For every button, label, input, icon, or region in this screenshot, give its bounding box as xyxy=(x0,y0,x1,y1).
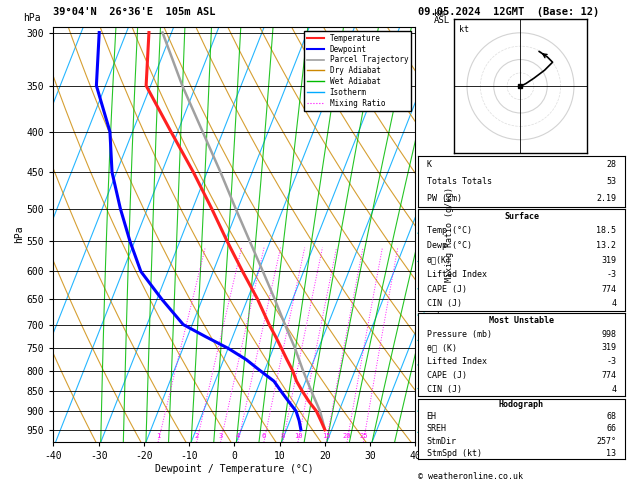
Text: 2.19: 2.19 xyxy=(596,193,616,203)
Text: CIN (J): CIN (J) xyxy=(426,299,462,308)
Text: 3: 3 xyxy=(218,433,223,439)
Text: 774: 774 xyxy=(601,371,616,380)
Text: 4: 4 xyxy=(611,385,616,394)
Text: Mixing Ratio (g/kg): Mixing Ratio (g/kg) xyxy=(445,187,454,282)
Text: Most Unstable: Most Unstable xyxy=(489,316,554,325)
Text: 25: 25 xyxy=(359,433,368,439)
Text: 39°04'N  26°36'E  105m ASL: 39°04'N 26°36'E 105m ASL xyxy=(53,7,216,17)
Text: -3: -3 xyxy=(606,270,616,279)
Text: Lifted Index: Lifted Index xyxy=(426,357,487,366)
Text: 998: 998 xyxy=(601,330,616,339)
Text: kt: kt xyxy=(459,25,469,34)
Text: K: K xyxy=(426,159,431,169)
Text: 1: 1 xyxy=(436,428,441,437)
Text: 09.05.2024  12GMT  (Base: 12): 09.05.2024 12GMT (Base: 12) xyxy=(418,7,599,17)
Text: 6: 6 xyxy=(262,433,266,439)
Text: 319: 319 xyxy=(601,256,616,264)
Text: CIN (J): CIN (J) xyxy=(426,385,462,394)
Text: 5: 5 xyxy=(436,311,441,320)
Y-axis label: hPa: hPa xyxy=(14,226,24,243)
Text: Lifted Index: Lifted Index xyxy=(426,270,487,279)
Text: EH: EH xyxy=(426,412,437,421)
Text: km: km xyxy=(434,9,445,18)
Text: 10: 10 xyxy=(294,433,302,439)
Text: 20: 20 xyxy=(343,433,351,439)
Text: 7: 7 xyxy=(436,257,441,266)
Text: 257°: 257° xyxy=(596,436,616,446)
Text: Totals Totals: Totals Totals xyxy=(426,176,491,186)
Text: StmDir: StmDir xyxy=(426,436,457,446)
Text: 1: 1 xyxy=(156,433,160,439)
Text: Surface: Surface xyxy=(504,212,539,221)
Text: 2: 2 xyxy=(194,433,199,439)
Text: Hodograph: Hodograph xyxy=(499,400,544,409)
Text: 13: 13 xyxy=(606,449,616,458)
Text: 319: 319 xyxy=(601,344,616,352)
Text: CAPE (J): CAPE (J) xyxy=(426,371,467,380)
Text: 13.2: 13.2 xyxy=(596,241,616,250)
Text: 28: 28 xyxy=(606,159,616,169)
Text: CAPE (J): CAPE (J) xyxy=(426,285,467,294)
Text: SREH: SREH xyxy=(426,424,447,434)
Text: θᴇ(K): θᴇ(K) xyxy=(426,256,452,264)
Text: 3: 3 xyxy=(436,361,441,369)
Text: © weatheronline.co.uk: © weatheronline.co.uk xyxy=(418,472,523,481)
Text: hPa: hPa xyxy=(23,13,41,23)
Text: 15: 15 xyxy=(322,433,330,439)
Text: Pressure (mb): Pressure (mb) xyxy=(426,330,491,339)
Text: 4: 4 xyxy=(611,299,616,308)
Text: 68: 68 xyxy=(606,412,616,421)
Legend: Temperature, Dewpoint, Parcel Trajectory, Dry Adiabat, Wet Adiabat, Isotherm, Mi: Temperature, Dewpoint, Parcel Trajectory… xyxy=(304,31,411,111)
Text: 2: 2 xyxy=(436,384,441,393)
Text: θᴇ (K): θᴇ (K) xyxy=(426,344,457,352)
Text: 53: 53 xyxy=(606,176,616,186)
Text: 8: 8 xyxy=(436,229,441,238)
Text: Dewp (°C): Dewp (°C) xyxy=(426,241,472,250)
Text: 8: 8 xyxy=(281,433,285,439)
Text: 66: 66 xyxy=(606,424,616,434)
Text: 18.5: 18.5 xyxy=(596,226,616,235)
X-axis label: Dewpoint / Temperature (°C): Dewpoint / Temperature (°C) xyxy=(155,464,314,474)
Text: 4: 4 xyxy=(436,336,441,345)
Text: LCL: LCL xyxy=(436,407,451,416)
Text: Temp (°C): Temp (°C) xyxy=(426,226,472,235)
Text: 4: 4 xyxy=(236,433,240,439)
Text: 774: 774 xyxy=(601,285,616,294)
Text: StmSpd (kt): StmSpd (kt) xyxy=(426,449,482,458)
Text: -3: -3 xyxy=(606,357,616,366)
Text: PW (cm): PW (cm) xyxy=(426,193,462,203)
Text: 6: 6 xyxy=(436,284,441,293)
Text: ASL: ASL xyxy=(434,16,450,25)
